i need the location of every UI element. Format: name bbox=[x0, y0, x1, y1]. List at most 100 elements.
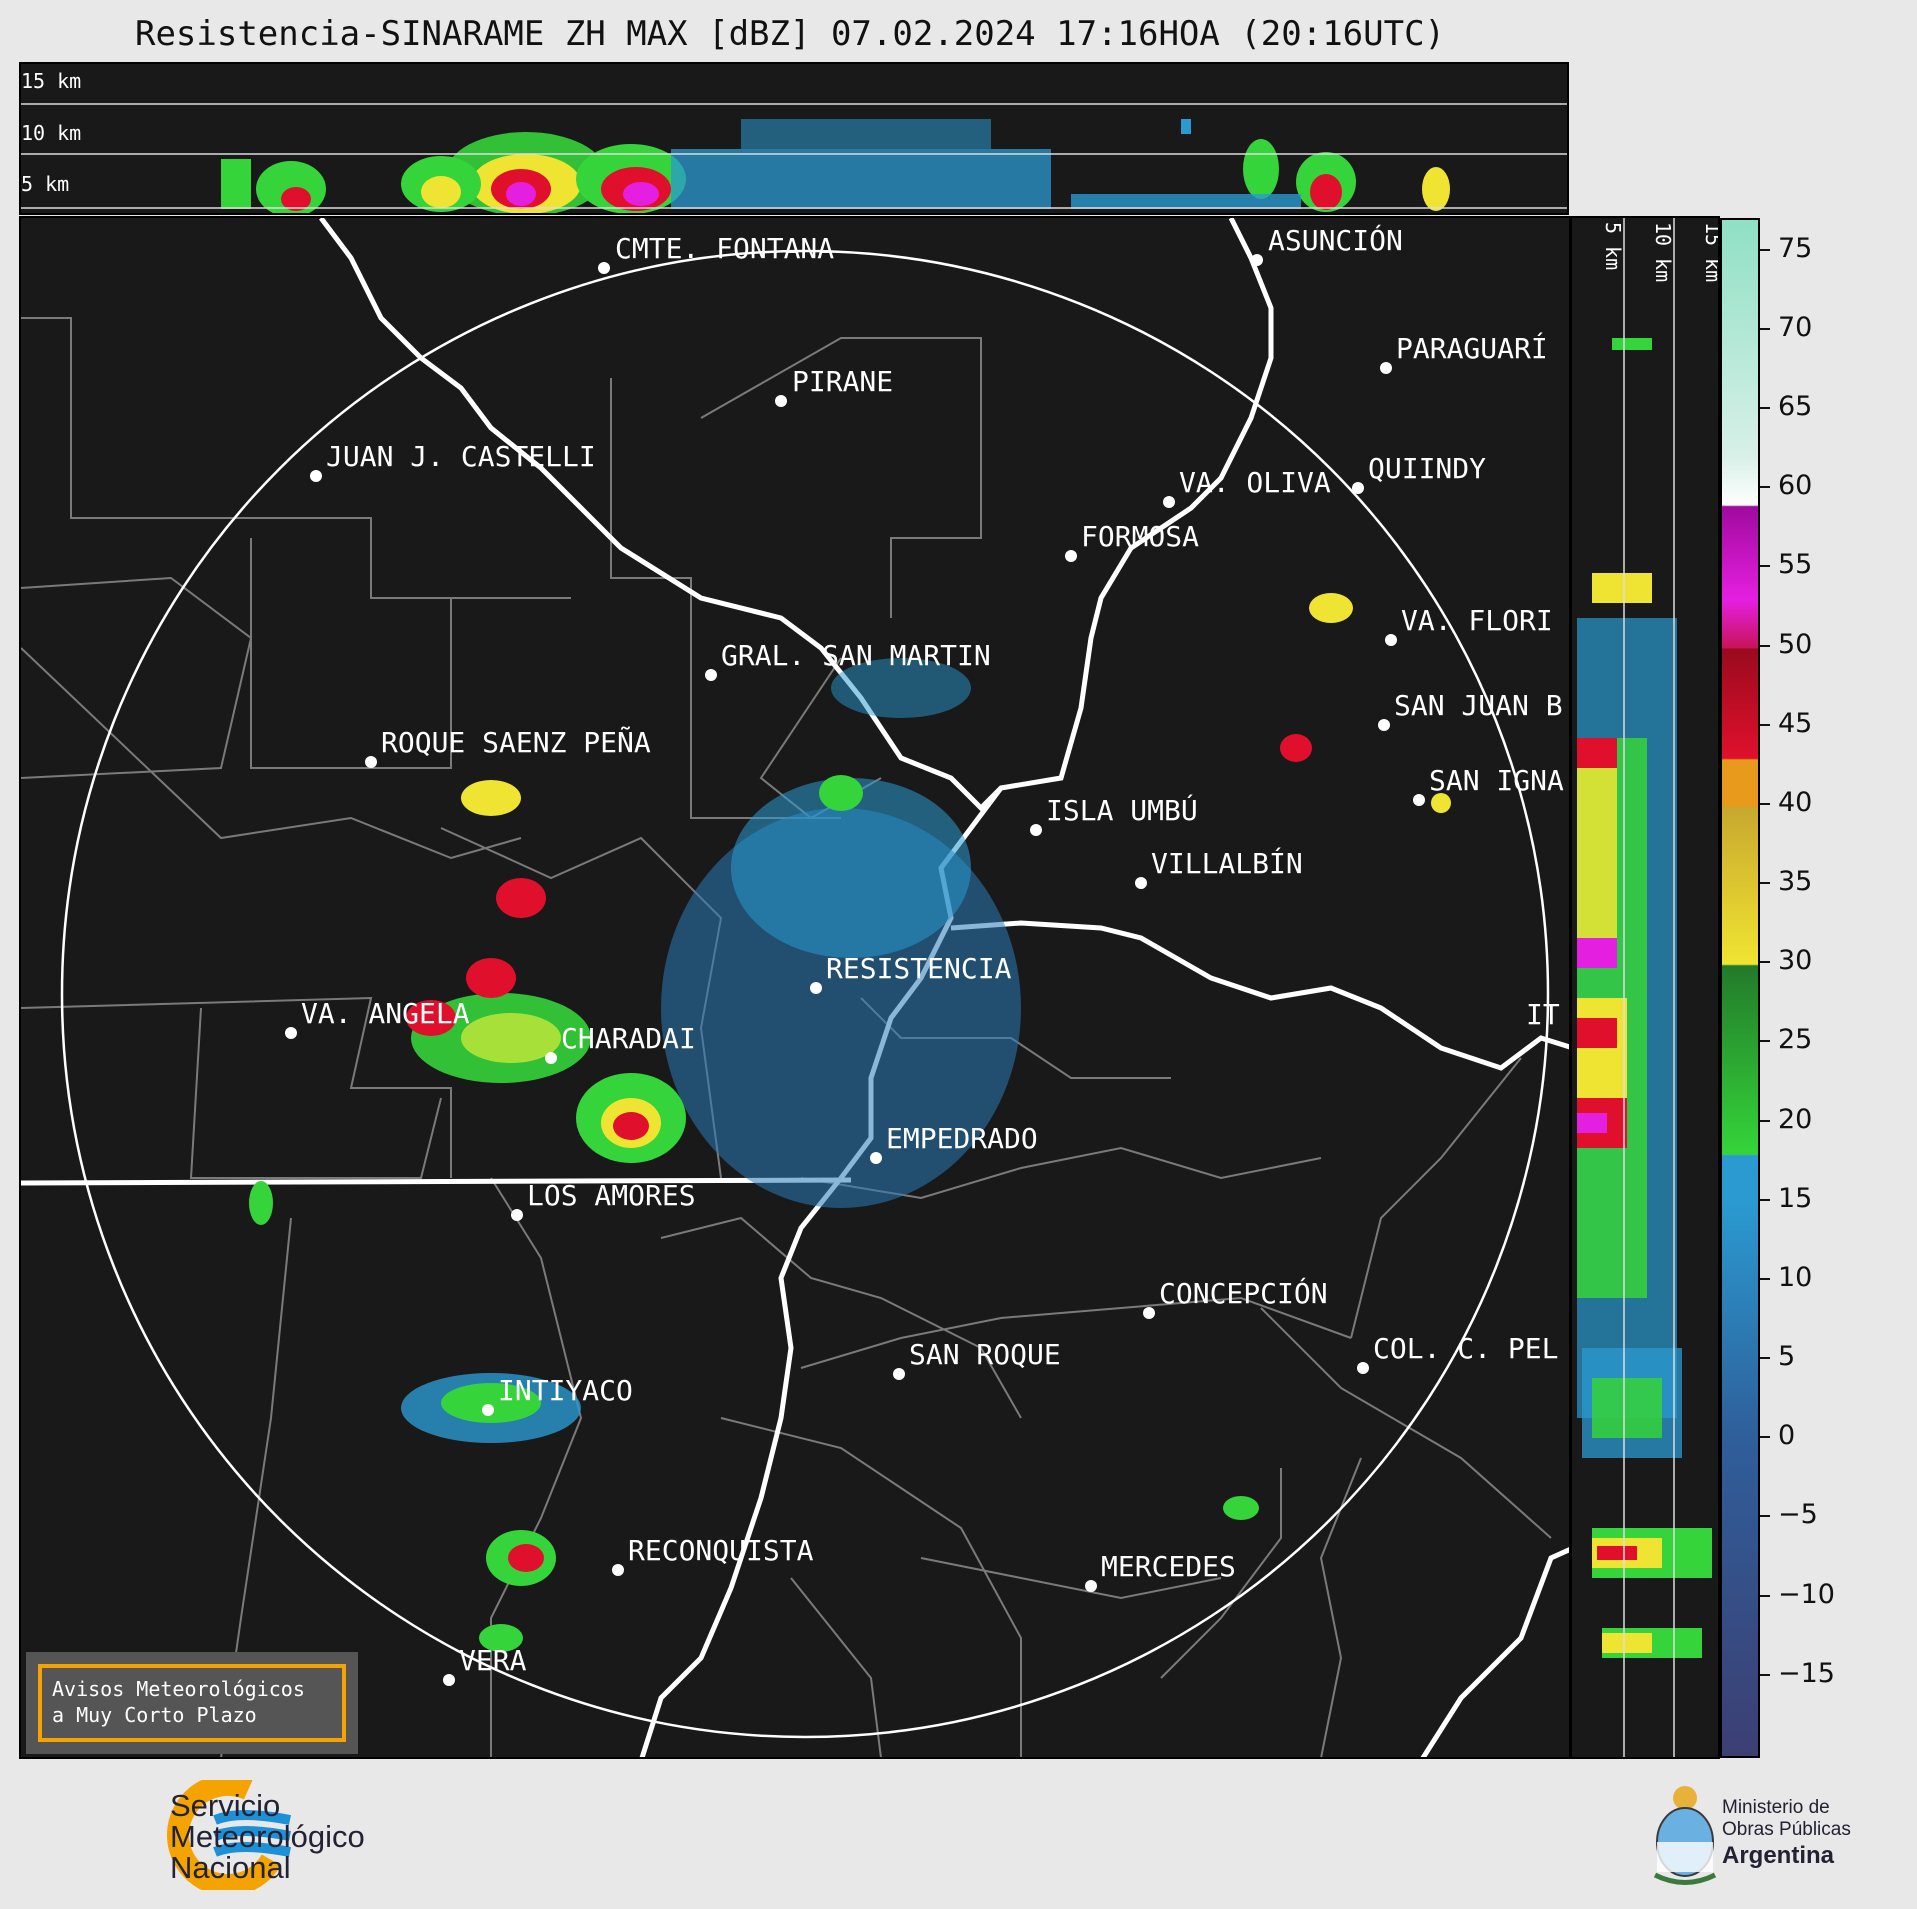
colorbar-tick-label: 35 bbox=[1778, 866, 1813, 898]
ministry-name-line: Ministerio de bbox=[1722, 1797, 1830, 1818]
colorbar-tick-mark bbox=[1760, 1357, 1770, 1360]
colorbar-tick-mark bbox=[1760, 1040, 1770, 1043]
city-label: ASUNCIÓN bbox=[1268, 223, 1403, 257]
side-profile-canvas: 5 km 10 km 15 km bbox=[1577, 218, 1720, 1757]
side-profile-gridlines bbox=[1623, 218, 1675, 1757]
colorbar-tick-mark bbox=[1760, 882, 1770, 885]
colorbar-tick-label: 30 bbox=[1778, 945, 1813, 977]
colorbar-tick-label: 60 bbox=[1778, 470, 1813, 502]
colorbar-tick-label: −5 bbox=[1778, 1499, 1818, 1531]
colorbar-tick-label: 45 bbox=[1778, 707, 1813, 739]
city-label: JUAN J. CASTELLI bbox=[326, 440, 596, 473]
top-profile-gridlines bbox=[21, 103, 1567, 209]
top-profile-canvas: 15 km 10 km 5 km bbox=[21, 69, 1567, 213]
colorbar-tick-mark bbox=[1760, 1594, 1770, 1597]
city-label: FORMOSA bbox=[1081, 520, 1199, 553]
colorbar-tick-label: 70 bbox=[1778, 311, 1813, 343]
city-label: COL. C. PEL bbox=[1373, 1332, 1558, 1365]
smn-name-line: Meteorológico bbox=[170, 1819, 365, 1854]
city-label: VA. FLORI bbox=[1401, 604, 1553, 637]
warning-box[interactable]: Avisos Meteorológicos a Muy Corto Plazo bbox=[26, 1652, 358, 1754]
colorbar-tick-label: −10 bbox=[1778, 1578, 1835, 1610]
colorbar-tick-mark bbox=[1760, 1436, 1770, 1439]
colorbar-tick-mark bbox=[1760, 802, 1770, 805]
colorbar-tick-label: 50 bbox=[1778, 628, 1813, 660]
colorbar-tick-label: 55 bbox=[1778, 549, 1813, 581]
colorbar-tick-mark bbox=[1760, 1198, 1770, 1201]
colorbar-tick-label: −15 bbox=[1778, 1657, 1835, 1689]
colorbar-tick-mark bbox=[1760, 248, 1770, 251]
city-label: CMTE. FONTANA bbox=[615, 232, 834, 265]
warning-link[interactable]: Avisos Meteorológicos a Muy Corto Plazo bbox=[38, 1664, 346, 1742]
top-level-label: 10 km bbox=[21, 121, 81, 145]
city-label: GRAL. SAN MARTIN bbox=[721, 639, 991, 672]
colorbar-tick-mark bbox=[1760, 1119, 1770, 1122]
side-height-profile: 5 km 10 km 15 km bbox=[1570, 216, 1720, 1759]
coat-of-arms-icon bbox=[1653, 1786, 1717, 1885]
city-label: CONCEPCIÓN bbox=[1159, 1276, 1328, 1310]
city-label: VERA bbox=[459, 1644, 527, 1677]
colorbar-tick-label: 75 bbox=[1778, 232, 1813, 264]
colorbar-tick-mark bbox=[1760, 327, 1770, 330]
colorbar-tick-label: 20 bbox=[1778, 1103, 1813, 1135]
side-level-label: 5 km bbox=[1601, 222, 1625, 270]
colorbar-tick-label: 40 bbox=[1778, 786, 1813, 818]
ministry-name: Ministerio de Obras Públicas Argentina bbox=[1722, 1797, 1851, 1871]
radar-map-canvas[interactable]: CMTE. FONTANA PIRANE ASUNCIÓN PARAGUARÍ … bbox=[21, 218, 1571, 1759]
side-level-label: 15 km bbox=[1701, 222, 1720, 282]
city-label: SAN JUAN B bbox=[1394, 689, 1563, 722]
city-label: VA. OLIVA bbox=[1179, 466, 1331, 499]
colorbar-ticks: 75 70 65 60 55 50 45 40 35 30 25 20 15 10 5 0 −5 −10 −15 bbox=[1760, 218, 1910, 1758]
city-label: MERCEDES bbox=[1101, 1550, 1236, 1583]
top-level-label: 5 km bbox=[21, 172, 69, 196]
colorbar-tick-label: 5 bbox=[1778, 1341, 1796, 1373]
city-label: QUIINDY bbox=[1368, 452, 1486, 485]
colorbar-tick-mark bbox=[1760, 407, 1770, 410]
city-label: RECONQUISTA bbox=[628, 1534, 814, 1567]
city-label: EMPEDRADO bbox=[886, 1122, 1038, 1155]
colorbar-tick-label: 10 bbox=[1778, 1261, 1813, 1293]
city-label: PIRANE bbox=[792, 365, 893, 398]
radar-range-ring bbox=[60, 249, 1550, 1739]
colorbar-tick-label: 15 bbox=[1778, 1182, 1813, 1214]
smn-name: Servicio Meteorológico Nacional bbox=[170, 1790, 365, 1883]
top-level-label: 15 km bbox=[21, 69, 81, 93]
colorbar-tick-mark bbox=[1760, 961, 1770, 964]
colorbar-tick-mark bbox=[1760, 1277, 1770, 1280]
colorbar-tick-mark bbox=[1760, 723, 1770, 726]
side-level-label: 10 km bbox=[1651, 222, 1675, 282]
chart-title: Resistencia-SINARAME ZH MAX [dBZ] 07.02.… bbox=[134, 14, 1446, 54]
colorbar-tick-mark bbox=[1760, 1673, 1770, 1676]
city-label: ROQUE SAENZ PEÑA bbox=[381, 725, 651, 759]
ministry-name-line: Argentina bbox=[1722, 1842, 1835, 1869]
city-label: VA. ANGELA bbox=[301, 997, 470, 1030]
colorbar-tick-mark bbox=[1760, 644, 1770, 647]
city-label: PARAGUARÍ bbox=[1396, 331, 1548, 365]
ministry-name-line: Obras Públicas bbox=[1722, 1819, 1851, 1840]
dbz-colorbar bbox=[1720, 218, 1760, 1758]
top-height-profile: 15 km 10 km 5 km bbox=[19, 62, 1569, 215]
city-label: VILLALBÍN bbox=[1151, 846, 1303, 880]
city-label: ISLA UMBÚ bbox=[1046, 793, 1198, 827]
side-profile-echoes bbox=[1577, 338, 1712, 1658]
city-label: SAN IGNA bbox=[1429, 764, 1564, 797]
city-label: SAN ROQUE bbox=[909, 1338, 1061, 1371]
city-label: CHARADAI bbox=[561, 1022, 696, 1055]
smn-logo-icon bbox=[167, 1780, 291, 1890]
radar-map[interactable]: CMTE. FONTANA PIRANE ASUNCIÓN PARAGUARÍ … bbox=[19, 216, 1571, 1759]
colorbar-tick-label: 25 bbox=[1778, 1024, 1813, 1056]
colorbar-tick-label: 0 bbox=[1778, 1420, 1796, 1452]
warning-line: Avisos Meteorológicos bbox=[52, 1677, 305, 1701]
city-label: RESISTENCIA bbox=[826, 952, 1012, 985]
warning-line: a Muy Corto Plazo bbox=[52, 1703, 257, 1727]
radar-echoes bbox=[249, 593, 1451, 1652]
top-profile-echoes bbox=[221, 119, 1450, 213]
city-markers bbox=[285, 254, 1425, 1686]
city-label: IT bbox=[1526, 998, 1560, 1031]
smn-name-line: Nacional bbox=[170, 1850, 291, 1885]
city-labels: CMTE. FONTANA PIRANE ASUNCIÓN PARAGUARÍ … bbox=[301, 223, 1564, 1677]
colorbar-tick-mark bbox=[1760, 486, 1770, 489]
colorbar-tick-mark bbox=[1760, 565, 1770, 568]
city-label: LOS AMORES bbox=[527, 1179, 696, 1212]
city-label: INTIYACO bbox=[498, 1374, 633, 1407]
